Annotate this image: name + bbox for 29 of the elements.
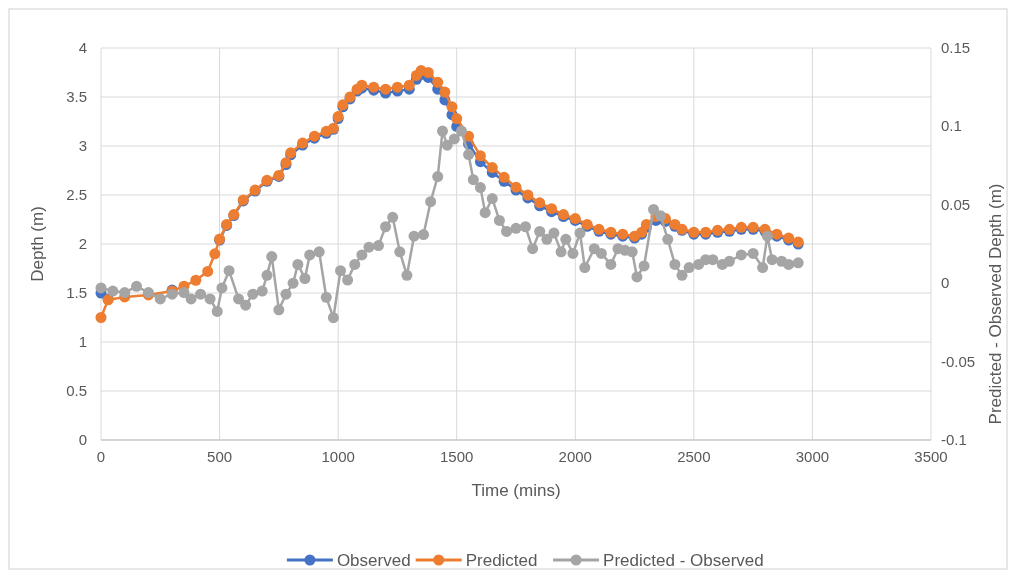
y-tick-label: 0.5 <box>66 382 87 399</box>
x-tick-label: 1000 <box>321 448 355 465</box>
x-tick-label: 3000 <box>795 448 830 465</box>
x-tick-label: 500 <box>207 448 233 465</box>
y2-tick-label: 0 <box>941 274 950 292</box>
y-tick-label: 2.5 <box>66 186 87 203</box>
y-tick-label: 4 <box>78 39 87 56</box>
x-tick-label: 0 <box>96 448 106 465</box>
x-tick-label: 3500 <box>914 448 948 465</box>
y-tick-label: 3 <box>78 137 87 154</box>
x-tick-label: 1500 <box>440 448 474 465</box>
y-tick-label: 3.5 <box>66 88 87 105</box>
x-axis-title: Time (mins) <box>471 481 561 500</box>
y2-tick-label: 0.05 <box>941 195 971 213</box>
y2-tick-label: 0.15 <box>941 39 971 56</box>
x-tick-label: 2000 <box>558 448 592 465</box>
y-tick-label: 0 <box>78 431 87 448</box>
y-tick-label: 1 <box>78 333 87 350</box>
y-axis-title: Depth (m) <box>28 206 47 282</box>
y2-tick-label: -0.05 <box>941 352 976 370</box>
legend-label: Predicted <box>465 551 538 570</box>
x-tick-label: 2500 <box>677 448 711 465</box>
y2-tick-label: -0.1 <box>941 431 967 448</box>
y2-tick-label: 0.1 <box>941 117 962 135</box>
legend-label: Predicted - Observed <box>603 551 764 570</box>
y2-axis-title: Predicted - Observed Depth (m) <box>986 183 1005 425</box>
y-tick-label: 1.5 <box>66 284 87 301</box>
legend-label: Observed <box>336 551 411 570</box>
y-tick-label: 2 <box>78 235 87 252</box>
